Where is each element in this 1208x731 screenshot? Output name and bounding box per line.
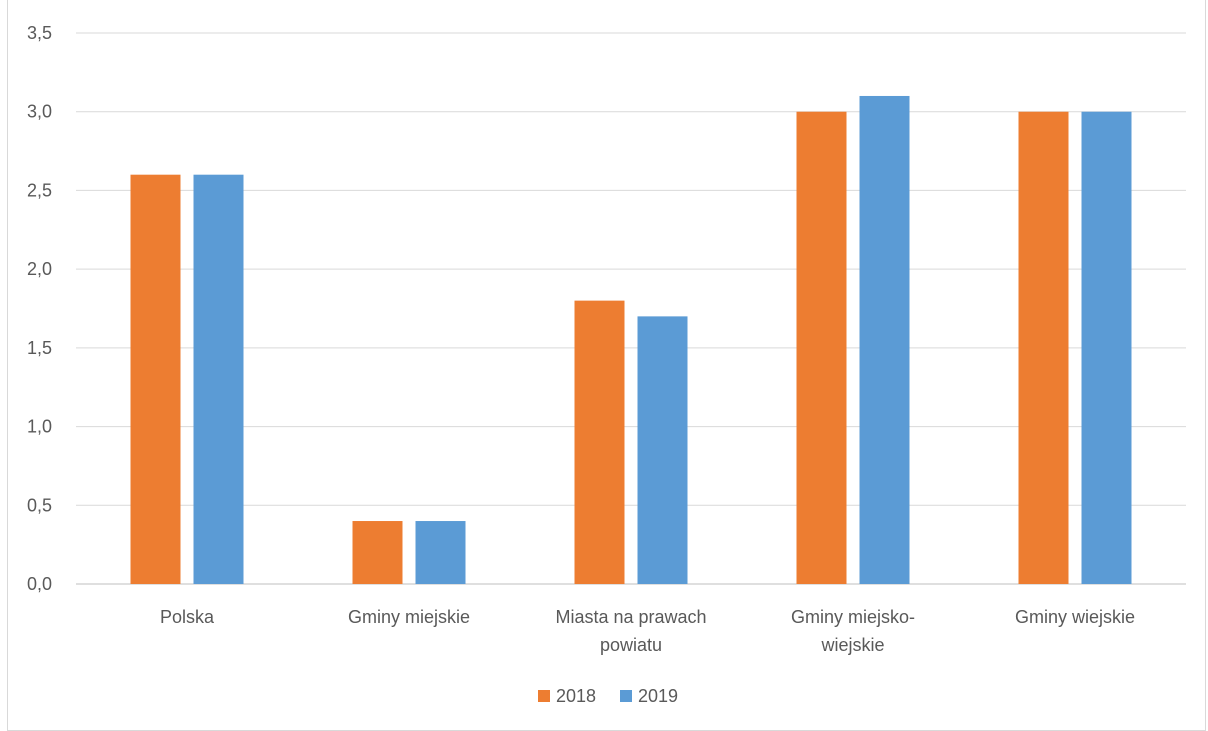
bar-2018: [352, 521, 403, 584]
bar-2018: [574, 300, 625, 584]
y-tick-label: 3,5: [27, 23, 52, 43]
legend-label: 2019: [638, 686, 678, 706]
y-tick-label: 1,0: [27, 417, 52, 437]
bar-2019: [193, 174, 244, 584]
x-tick-label: powiatu: [600, 635, 662, 655]
y-tick-label: 0,5: [27, 495, 52, 515]
x-tick-label: Gminy miejskie: [348, 607, 470, 627]
x-tick-label: Miasta na prawach: [555, 607, 706, 627]
bar-2019: [415, 521, 466, 584]
bar-2019: [1081, 111, 1132, 584]
legend-label: 2018: [556, 686, 596, 706]
y-tick-label: 0,0: [27, 574, 52, 594]
legend-swatch: [538, 690, 550, 702]
bar-2018: [1018, 111, 1069, 584]
legend-swatch: [620, 690, 632, 702]
x-tick-label: wiejskie: [820, 635, 884, 655]
y-tick-label: 2,5: [27, 180, 52, 200]
x-tick-label: Polska: [160, 607, 215, 627]
y-tick-label: 2,0: [27, 259, 52, 279]
bar-2019: [859, 95, 910, 584]
x-axis: Polska Gminy miejskie Miasta na prawach pow…: [160, 607, 1135, 655]
y-tick-label: 3,0: [27, 102, 52, 122]
y-axis: 0,0 0,5 1,0 1,5 2,0 2,5 3,0 3,5: [27, 23, 52, 594]
bar-2019: [637, 316, 688, 584]
x-tick-label: Gminy wiejskie: [1015, 607, 1135, 627]
bar-2018: [130, 174, 181, 584]
gridlines: [76, 32, 1186, 585]
x-tick-label: Gminy miejsko-: [791, 607, 915, 627]
bars: [130, 95, 1132, 584]
legend: 2018 2019: [538, 686, 678, 706]
y-tick-label: 1,5: [27, 338, 52, 358]
bar-2018: [796, 111, 847, 584]
